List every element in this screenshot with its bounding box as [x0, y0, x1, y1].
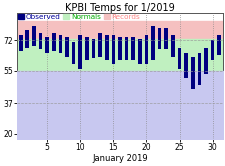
X-axis label: January 2019: January 2019 — [92, 154, 147, 163]
Bar — [72, 42, 75, 64]
Bar — [58, 35, 62, 53]
Bar — [104, 35, 108, 60]
Bar — [25, 30, 29, 47]
Bar — [177, 47, 180, 69]
Bar — [65, 37, 69, 56]
Bar — [131, 37, 134, 60]
Bar — [111, 35, 115, 64]
Bar — [91, 39, 95, 58]
Bar — [190, 56, 194, 89]
Legend: Observed, Normals, Records: Observed, Normals, Records — [18, 14, 140, 20]
Bar — [151, 26, 154, 60]
Bar — [144, 35, 148, 64]
Bar — [210, 40, 214, 60]
Title: KPBI Temps for 1/2019: KPBI Temps for 1/2019 — [65, 3, 174, 13]
Bar — [19, 35, 23, 51]
Bar — [184, 53, 187, 78]
Bar — [98, 33, 101, 56]
Bar — [118, 37, 121, 60]
Bar — [85, 37, 88, 60]
Bar — [32, 26, 36, 46]
Bar — [170, 35, 174, 56]
Bar — [216, 35, 220, 55]
Bar — [137, 39, 141, 64]
Bar — [45, 37, 49, 53]
Bar — [197, 53, 200, 85]
Bar — [124, 37, 128, 60]
Bar — [38, 33, 42, 49]
Bar — [164, 28, 167, 49]
Bar — [78, 35, 82, 69]
Bar — [52, 33, 55, 51]
Bar — [203, 47, 207, 74]
Bar — [157, 28, 161, 49]
